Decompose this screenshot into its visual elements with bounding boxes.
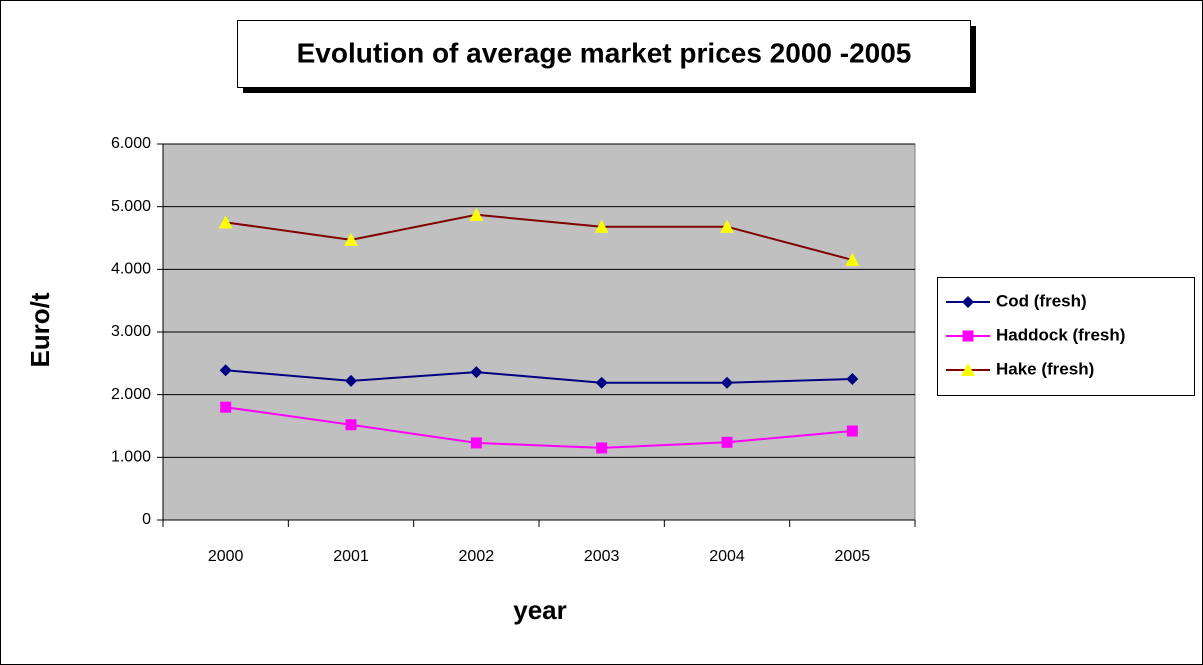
y-tick-label: 3.000 <box>111 323 151 340</box>
legend-label: Hake (fresh) <box>996 359 1094 378</box>
data-point <box>596 442 608 454</box>
data-point <box>846 373 859 385</box>
x-tick-label: 2005 <box>835 548 871 565</box>
y-tick-label: 5.000 <box>111 198 151 215</box>
x-tick-label: 2004 <box>709 548 745 565</box>
y-tick-label: 0 <box>142 511 151 528</box>
x-tick-label: 2001 <box>333 548 369 565</box>
legend-marker <box>962 296 974 308</box>
data-point <box>721 436 733 448</box>
data-point <box>470 366 483 379</box>
data-point <box>594 219 609 233</box>
data-point <box>470 437 482 449</box>
series-line <box>225 213 853 261</box>
y-tick-label: 2.000 <box>111 386 151 403</box>
x-axis-label: year <box>513 595 567 625</box>
data-point <box>345 419 357 431</box>
data-point <box>220 401 232 413</box>
data-point <box>845 252 860 266</box>
y-tick-label: 1.000 <box>111 449 151 466</box>
data-point <box>218 215 233 229</box>
legend-marker <box>962 330 974 342</box>
data-point <box>595 376 608 389</box>
x-tick-label: 2000 <box>208 548 244 565</box>
data-point <box>345 374 357 387</box>
y-axis-label: Euro/t <box>25 292 55 367</box>
data-point <box>344 232 358 246</box>
data-point <box>721 376 733 389</box>
series-line <box>225 369 853 384</box>
x-tick-label: 2002 <box>459 548 495 565</box>
y-tick-label: 6.000 <box>111 135 151 152</box>
data-point <box>846 425 858 437</box>
chart-title: Evolution of average market prices 2000 … <box>297 37 912 68</box>
data-point <box>219 364 232 377</box>
x-tick-label: 2003 <box>584 548 620 565</box>
data-point <box>720 219 734 233</box>
title-box <box>237 20 971 88</box>
legend-label: Cod (fresh) <box>996 291 1087 310</box>
legend-marker <box>961 363 975 376</box>
series-line <box>225 406 853 449</box>
y-tick-label: 4.000 <box>111 261 151 278</box>
data-point <box>469 207 484 221</box>
legend-label: Haddock (fresh) <box>996 325 1125 344</box>
